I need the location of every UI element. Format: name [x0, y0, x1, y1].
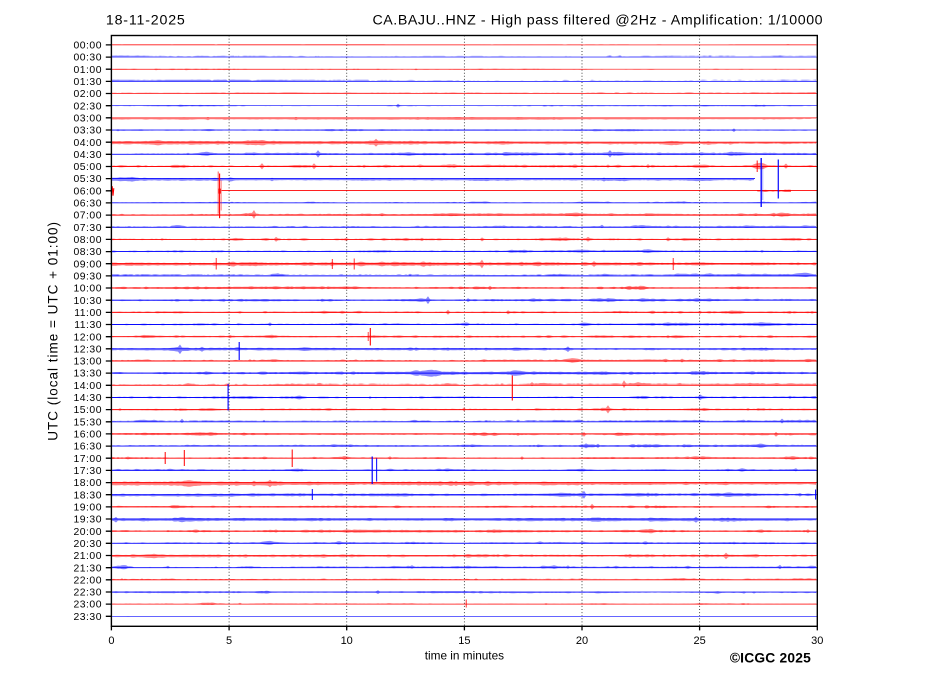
svg-text:10:00: 10:00 [73, 284, 102, 295]
svg-text:30: 30 [811, 635, 823, 647]
svg-text:14:00: 14:00 [73, 381, 102, 392]
svg-text:00:00: 00:00 [73, 41, 102, 52]
svg-text:25: 25 [693, 635, 705, 647]
svg-text:time in minutes: time in minutes [425, 649, 504, 663]
svg-text:18:00: 18:00 [73, 478, 102, 489]
svg-text:23:30: 23:30 [73, 612, 102, 623]
svg-text:09:00: 09:00 [73, 259, 102, 270]
svg-text:13:30: 13:30 [73, 369, 102, 380]
svg-text:02:30: 02:30 [73, 101, 102, 112]
svg-text:11:00: 11:00 [74, 308, 102, 319]
svg-text:17:30: 17:30 [73, 466, 102, 477]
svg-text:10: 10 [341, 635, 353, 647]
svg-text:12:00: 12:00 [73, 332, 102, 343]
svg-text:11:30: 11:30 [74, 320, 102, 331]
svg-text:18-11-2025: 18-11-2025 [106, 12, 186, 28]
svg-text:17:00: 17:00 [73, 454, 102, 465]
svg-text:21:00: 21:00 [73, 551, 102, 562]
svg-text:05:30: 05:30 [73, 174, 102, 185]
svg-text:16:30: 16:30 [73, 442, 102, 453]
svg-text:07:00: 07:00 [73, 211, 102, 222]
svg-text:03:30: 03:30 [73, 126, 102, 137]
svg-text:5: 5 [226, 635, 232, 647]
svg-text:19:30: 19:30 [73, 515, 102, 526]
svg-text:15:30: 15:30 [73, 417, 102, 428]
svg-text:©ICGC 2025: ©ICGC 2025 [730, 651, 811, 666]
svg-text:01:30: 01:30 [73, 77, 102, 88]
svg-text:22:30: 22:30 [73, 588, 102, 599]
svg-text:20:30: 20:30 [73, 539, 102, 550]
svg-text:16:00: 16:00 [73, 430, 102, 441]
svg-text:06:00: 06:00 [73, 186, 102, 197]
svg-text:07:30: 07:30 [73, 223, 102, 234]
svg-text:0: 0 [108, 635, 114, 647]
svg-text:14:30: 14:30 [73, 393, 102, 404]
svg-text:20:00: 20:00 [73, 527, 102, 538]
svg-text:19:00: 19:00 [73, 503, 102, 514]
svg-text:UTC (local time = UTC + 01:00): UTC (local time = UTC + 01:00) [45, 221, 60, 441]
svg-text:23:00: 23:00 [73, 600, 102, 611]
svg-text:10:30: 10:30 [73, 296, 102, 307]
svg-text:03:00: 03:00 [73, 113, 102, 124]
svg-text:15: 15 [458, 635, 470, 647]
svg-text:06:30: 06:30 [73, 199, 102, 210]
svg-text:18:30: 18:30 [73, 490, 102, 501]
svg-text:22:00: 22:00 [73, 575, 102, 586]
svg-text:09:30: 09:30 [73, 272, 102, 283]
svg-text:12:30: 12:30 [73, 344, 102, 355]
svg-text:20: 20 [576, 635, 588, 647]
svg-text:04:30: 04:30 [73, 150, 102, 161]
svg-text:00:30: 00:30 [73, 53, 102, 64]
svg-text:15:00: 15:00 [73, 405, 102, 416]
svg-text:CA.BAJU..HNZ - High pass filte: CA.BAJU..HNZ - High pass filtered @2Hz -… [372, 12, 823, 28]
svg-text:02:00: 02:00 [73, 89, 102, 100]
svg-text:01:00: 01:00 [73, 65, 102, 76]
svg-text:04:00: 04:00 [73, 138, 102, 149]
svg-text:08:00: 08:00 [73, 235, 102, 246]
svg-text:21:30: 21:30 [73, 563, 102, 574]
svg-text:08:30: 08:30 [73, 247, 102, 258]
svg-text:13:00: 13:00 [73, 357, 102, 368]
svg-text:05:00: 05:00 [73, 162, 102, 173]
